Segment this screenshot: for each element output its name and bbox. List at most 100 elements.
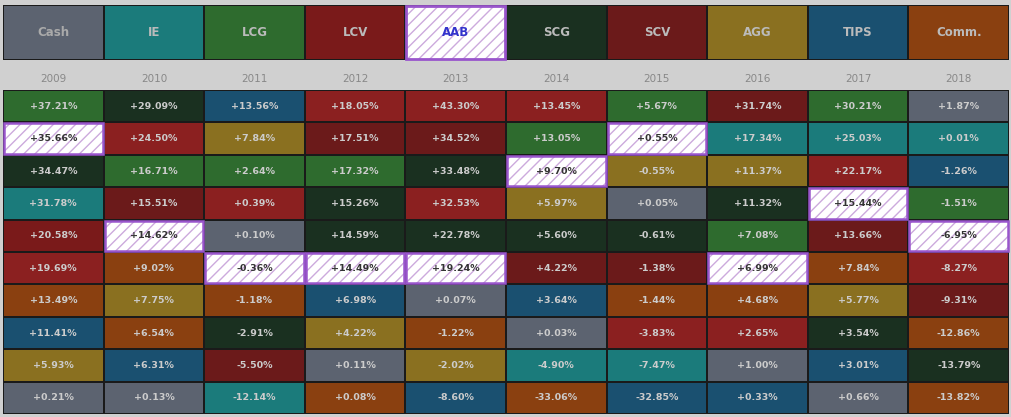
Bar bbox=[607, 285, 706, 316]
Bar bbox=[205, 6, 303, 59]
Text: +0.39%: +0.39% bbox=[234, 199, 275, 208]
Text: +22.17%: +22.17% bbox=[833, 166, 881, 176]
Text: +5.97%: +5.97% bbox=[536, 199, 576, 208]
Text: Comm.: Comm. bbox=[935, 26, 981, 39]
Bar bbox=[104, 221, 203, 251]
Bar bbox=[406, 6, 504, 59]
Bar bbox=[4, 156, 102, 186]
Bar bbox=[406, 6, 504, 59]
Text: SCV: SCV bbox=[643, 26, 669, 39]
Bar bbox=[808, 221, 907, 251]
Bar bbox=[507, 156, 605, 186]
Text: +6.99%: +6.99% bbox=[736, 264, 777, 273]
Text: +16.71%: +16.71% bbox=[130, 166, 178, 176]
Bar bbox=[205, 221, 303, 251]
Bar bbox=[909, 221, 1007, 251]
Text: -4.90%: -4.90% bbox=[538, 361, 574, 370]
Text: +13.45%: +13.45% bbox=[532, 102, 579, 111]
Bar bbox=[205, 123, 303, 154]
Bar bbox=[4, 383, 102, 413]
Text: +6.54%: +6.54% bbox=[133, 329, 174, 337]
Text: -9.31%: -9.31% bbox=[939, 296, 976, 305]
Text: +7.08%: +7.08% bbox=[736, 231, 777, 240]
Bar bbox=[305, 318, 404, 348]
Bar bbox=[607, 6, 706, 59]
Bar bbox=[406, 383, 504, 413]
Bar bbox=[909, 285, 1007, 316]
Bar bbox=[808, 188, 907, 219]
Bar bbox=[909, 318, 1007, 348]
Bar bbox=[406, 6, 504, 59]
Bar bbox=[205, 156, 303, 186]
Text: +0.21%: +0.21% bbox=[32, 393, 74, 402]
Text: +43.30%: +43.30% bbox=[432, 102, 479, 111]
Bar bbox=[305, 221, 404, 251]
Text: +19.24%: +19.24% bbox=[432, 264, 479, 273]
Text: Cash: Cash bbox=[37, 26, 70, 39]
Text: -0.61%: -0.61% bbox=[638, 231, 674, 240]
Bar bbox=[808, 91, 907, 121]
Text: +13.66%: +13.66% bbox=[833, 231, 881, 240]
Text: +13.49%: +13.49% bbox=[29, 296, 77, 305]
Bar bbox=[808, 123, 907, 154]
Text: 2015: 2015 bbox=[643, 74, 669, 84]
Bar bbox=[305, 188, 404, 219]
Text: +34.52%: +34.52% bbox=[432, 134, 479, 143]
Bar bbox=[708, 253, 806, 284]
Bar bbox=[4, 6, 102, 59]
Bar bbox=[406, 253, 504, 284]
Bar bbox=[808, 383, 907, 413]
Text: -8.60%: -8.60% bbox=[437, 393, 474, 402]
Bar bbox=[104, 318, 203, 348]
Text: +3.54%: +3.54% bbox=[837, 329, 878, 337]
Bar bbox=[205, 285, 303, 316]
Bar bbox=[808, 156, 907, 186]
Bar bbox=[305, 253, 404, 284]
Text: +20.58%: +20.58% bbox=[29, 231, 77, 240]
Bar bbox=[305, 383, 404, 413]
Bar bbox=[104, 6, 203, 59]
Text: +14.62%: +14.62% bbox=[130, 231, 178, 240]
Bar bbox=[507, 318, 605, 348]
Bar bbox=[104, 383, 203, 413]
Text: +0.03%: +0.03% bbox=[536, 329, 576, 337]
Bar bbox=[205, 350, 303, 381]
Bar bbox=[205, 188, 303, 219]
Bar bbox=[4, 318, 102, 348]
Text: -2.91%: -2.91% bbox=[236, 329, 273, 337]
Bar bbox=[708, 285, 806, 316]
Bar bbox=[607, 123, 706, 154]
Text: +11.41%: +11.41% bbox=[29, 329, 77, 337]
Bar bbox=[607, 318, 706, 348]
Bar bbox=[104, 221, 203, 251]
Text: +14.49%: +14.49% bbox=[331, 264, 378, 273]
Text: +5.93%: +5.93% bbox=[33, 361, 74, 370]
Text: TIPS: TIPS bbox=[842, 26, 872, 39]
Text: +31.74%: +31.74% bbox=[733, 102, 780, 111]
Text: -0.36%: -0.36% bbox=[236, 264, 273, 273]
Bar bbox=[305, 285, 404, 316]
Text: 2012: 2012 bbox=[342, 74, 368, 84]
Bar bbox=[808, 318, 907, 348]
Bar bbox=[909, 383, 1007, 413]
Bar bbox=[305, 91, 404, 121]
Text: -1.51%: -1.51% bbox=[939, 199, 976, 208]
Bar bbox=[305, 123, 404, 154]
Text: 2009: 2009 bbox=[40, 74, 67, 84]
Text: +9.70%: +9.70% bbox=[536, 166, 576, 176]
Text: +1.87%: +1.87% bbox=[937, 102, 979, 111]
Bar bbox=[104, 156, 203, 186]
Text: +7.75%: +7.75% bbox=[133, 296, 174, 305]
Text: +4.22%: +4.22% bbox=[535, 264, 576, 273]
Text: +11.32%: +11.32% bbox=[733, 199, 780, 208]
Bar bbox=[406, 123, 504, 154]
Text: -12.86%: -12.86% bbox=[936, 329, 980, 337]
Bar bbox=[4, 123, 102, 154]
Bar bbox=[708, 253, 806, 284]
Bar bbox=[305, 6, 404, 59]
Text: 2010: 2010 bbox=[141, 74, 167, 84]
Text: +13.56%: +13.56% bbox=[231, 102, 278, 111]
Text: 2013: 2013 bbox=[442, 74, 468, 84]
Bar bbox=[104, 123, 203, 154]
Text: 2018: 2018 bbox=[944, 74, 971, 84]
